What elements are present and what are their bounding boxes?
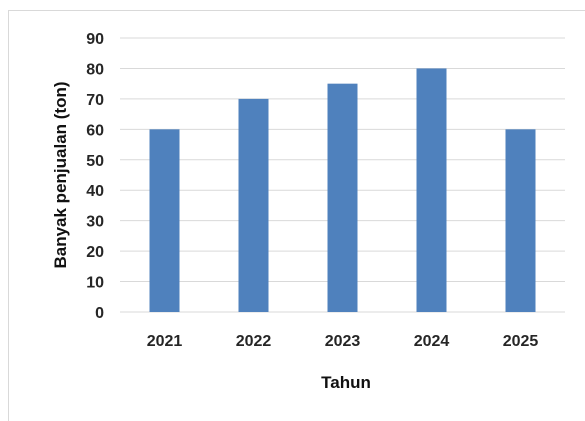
y-tick-label: 10 xyxy=(86,275,104,292)
y-tick-label: 60 xyxy=(86,122,104,139)
y-tick-label: 80 xyxy=(86,61,104,78)
y-axis-title: Banyak penjualan (ton) xyxy=(51,81,70,268)
y-axis-tick-labels: 0 10 20 30 40 50 60 70 80 90 xyxy=(86,31,104,322)
x-axis-title: Tahun xyxy=(321,373,371,392)
y-tick-label: 20 xyxy=(86,244,104,261)
y-tick-label: 30 xyxy=(86,214,104,231)
x-tick-label: 2025 xyxy=(503,333,539,350)
bars xyxy=(149,68,536,313)
chart-frame xyxy=(8,10,585,421)
y-tick-label: 70 xyxy=(86,92,104,109)
bar-2022 xyxy=(238,98,269,312)
x-axis-tick-labels: 2021 2022 2023 2024 2025 xyxy=(147,333,539,350)
y-tick-label: 50 xyxy=(86,153,104,170)
x-tick-label: 2024 xyxy=(414,333,450,350)
y-tick-label: 40 xyxy=(86,183,104,200)
y-tick-label: 90 xyxy=(86,31,104,48)
x-tick-label: 2022 xyxy=(236,333,272,350)
bar-2023 xyxy=(327,83,358,313)
bar-2021 xyxy=(149,129,180,312)
x-tick-label: 2023 xyxy=(325,333,361,350)
bar-2025 xyxy=(505,129,536,312)
bar-2024 xyxy=(416,68,447,312)
y-tick-label: 0 xyxy=(95,305,104,322)
x-tick-label: 2021 xyxy=(147,333,183,350)
